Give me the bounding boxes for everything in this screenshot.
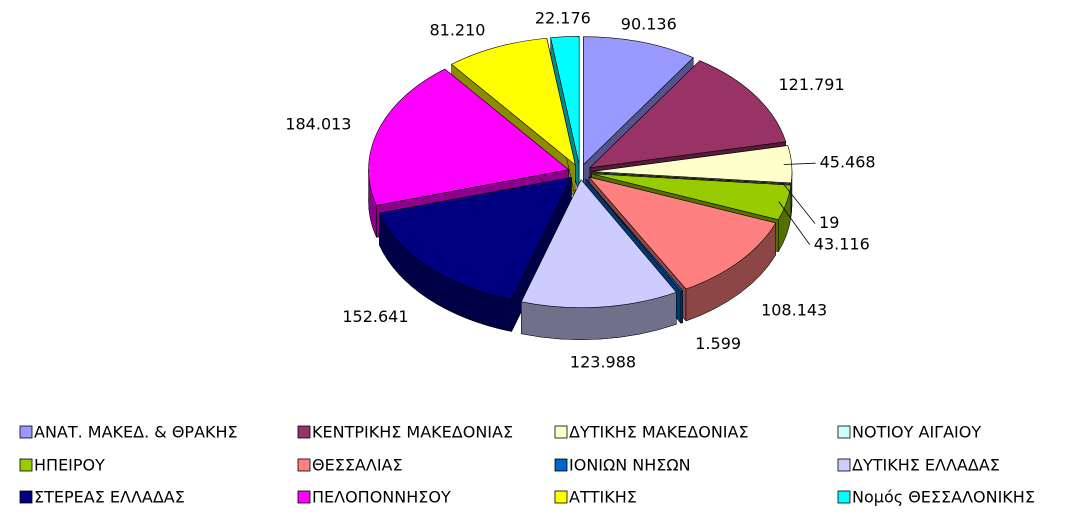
legend-label: ΙΟΝΙΩΝ ΝΗΣΩΝ — [569, 456, 691, 475]
legend-swatch — [20, 426, 32, 438]
slice-rim — [681, 291, 683, 324]
legend-label: ΣΤΕΡΕΑΣ ΕΛΛΑΔΑΣ — [34, 488, 185, 507]
data-label: 22.176 — [535, 8, 591, 27]
data-label: 121.791 — [779, 75, 845, 94]
data-label: 184.013 — [285, 115, 351, 134]
data-label: 90.136 — [621, 14, 677, 33]
data-label: 43.116 — [814, 234, 870, 253]
legend-label: ΔΥΤΙΚΗΣ ΕΛΛΑΔΑΣ — [852, 456, 1000, 475]
data-label: 45.468 — [820, 153, 876, 172]
legend-swatch — [298, 426, 310, 438]
legend-swatch — [555, 491, 567, 503]
legend-swatch — [20, 491, 32, 503]
data-label: 19 — [819, 213, 839, 232]
data-label: 123.988 — [570, 352, 636, 371]
legend-label: ΘΕΣΣΑΛΙΑΣ — [312, 456, 403, 475]
data-label: 81.210 — [429, 20, 485, 39]
legend-swatch — [838, 459, 850, 471]
data-label: 1.599 — [695, 334, 741, 353]
legend-swatch — [20, 459, 32, 471]
legend-label: Νομός ΘΕΣΣΑΛΟΝΙΚΗΣ — [852, 488, 1035, 507]
legend-swatch — [298, 491, 310, 503]
legend-label: ΑΤΤΙΚΗΣ — [569, 488, 637, 507]
legend-swatch — [838, 491, 850, 503]
legend-swatch — [838, 426, 850, 438]
legend-label: ΑΝΑΤ. ΜΑΚΕΔ. & ΘΡΑΚΗΣ — [34, 423, 238, 442]
legend-swatch — [298, 459, 310, 471]
data-label: 108.143 — [761, 300, 827, 319]
data-label: 152.641 — [342, 307, 408, 326]
legend-swatch — [555, 459, 567, 471]
legend-label: ΗΠΕΙΡΟΥ — [34, 456, 105, 475]
legend-label: ΠΕΛΟΠΟΝΝΗΣΟΥ — [312, 488, 451, 507]
legend-swatch — [555, 426, 567, 438]
legend-label: ΚΕΝΤΡΙΚΗΣ ΜΑΚΕΔΟΝΙΑΣ — [312, 423, 513, 442]
legend-label: ΔΥΤΙΚΗΣ ΜΑΚΕΔΟΝΙΑΣ — [569, 423, 749, 442]
legend-label: ΝΟΤΙΟΥ ΑΙΓΑΙΟΥ — [852, 423, 981, 442]
